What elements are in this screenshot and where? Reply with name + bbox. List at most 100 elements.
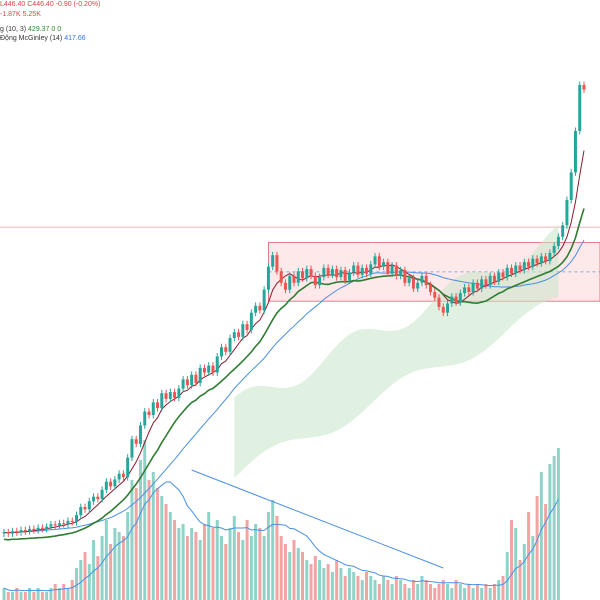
volume-bar bbox=[121, 536, 125, 600]
volume-bar bbox=[32, 592, 36, 600]
volume-bar bbox=[343, 576, 347, 600]
candle bbox=[75, 515, 78, 522]
candle bbox=[382, 262, 386, 267]
candle bbox=[360, 267, 364, 275]
indicator-1-value: 429.37 0 0 bbox=[28, 26, 62, 33]
volume-bar bbox=[147, 480, 151, 600]
volume-bar bbox=[228, 528, 232, 600]
indicator-2-name: Động McGinley (14) bbox=[0, 35, 63, 42]
candle bbox=[582, 85, 586, 90]
candle bbox=[501, 272, 505, 278]
volume-bar bbox=[480, 588, 484, 600]
candle bbox=[416, 282, 420, 289]
candle bbox=[100, 489, 104, 499]
candle bbox=[177, 388, 181, 398]
volume-bar bbox=[365, 572, 368, 600]
volume-bar bbox=[428, 584, 432, 600]
mcginley-line bbox=[3, 239, 585, 534]
volume-bar bbox=[237, 532, 241, 600]
candle bbox=[343, 270, 347, 281]
volume-bar bbox=[181, 524, 185, 600]
candle bbox=[326, 267, 330, 275]
volume-bar bbox=[2, 588, 6, 600]
candle bbox=[539, 256, 543, 264]
candle bbox=[83, 507, 87, 510]
candle bbox=[32, 528, 36, 531]
candle bbox=[518, 265, 522, 271]
volume-bar bbox=[215, 520, 219, 600]
volume-bar bbox=[258, 528, 262, 600]
volume-bar bbox=[386, 580, 390, 600]
volume-bar bbox=[53, 584, 57, 600]
volume-bar bbox=[75, 568, 78, 600]
volume-bar bbox=[83, 552, 87, 600]
candle bbox=[79, 507, 83, 516]
candle bbox=[296, 271, 300, 283]
volume-bar bbox=[441, 580, 445, 600]
volume-bar bbox=[424, 580, 428, 600]
volume-bar bbox=[347, 568, 351, 600]
candle bbox=[428, 285, 432, 292]
volume-bar bbox=[177, 528, 181, 600]
volume-bar bbox=[326, 564, 330, 600]
volume-bar bbox=[62, 584, 66, 600]
candle bbox=[544, 256, 548, 261]
candle bbox=[262, 289, 266, 311]
volume-bar bbox=[241, 540, 245, 600]
candle bbox=[386, 262, 390, 274]
ohlc-readout: L446.40 C446.40 -0.90 (-0.20%) bbox=[0, 1, 101, 8]
indicator-2-legend[interactable]: Động McGinley (14) 417.66 bbox=[0, 34, 86, 43]
candle bbox=[377, 256, 381, 267]
volume-bar bbox=[224, 544, 228, 600]
volume-bar bbox=[211, 528, 215, 600]
candle bbox=[394, 265, 398, 276]
volume-bar bbox=[544, 504, 548, 600]
candle bbox=[552, 246, 556, 253]
volume-bar bbox=[335, 560, 339, 600]
volume-bar bbox=[15, 588, 19, 600]
volume-bar bbox=[420, 576, 424, 600]
candle bbox=[420, 275, 424, 283]
candle bbox=[510, 267, 513, 274]
candle bbox=[335, 269, 339, 278]
candle bbox=[514, 265, 518, 274]
volume-bar bbox=[497, 580, 501, 600]
volume-bar bbox=[151, 472, 155, 600]
candle bbox=[147, 411, 151, 416]
candle bbox=[11, 531, 15, 534]
volume-bar bbox=[160, 496, 164, 600]
candle bbox=[492, 275, 496, 282]
candle bbox=[202, 367, 206, 373]
volume-bar bbox=[87, 564, 91, 600]
candle bbox=[156, 402, 160, 409]
volume-bar bbox=[514, 528, 518, 600]
indicator-1-legend[interactable]: g (10, 3) 429.37 0 0 bbox=[0, 25, 61, 34]
volume-bar bbox=[360, 580, 364, 600]
volume-bar bbox=[288, 552, 292, 600]
volume-bar bbox=[318, 560, 322, 600]
candle bbox=[373, 256, 377, 265]
volume-bar bbox=[249, 536, 253, 600]
volume-bar bbox=[492, 584, 496, 600]
volume-bar bbox=[156, 488, 160, 600]
candle bbox=[301, 271, 305, 279]
volume-bar bbox=[262, 536, 266, 600]
candle bbox=[126, 457, 130, 478]
candle bbox=[245, 324, 249, 330]
candle bbox=[390, 265, 394, 274]
volume-bar bbox=[382, 576, 386, 600]
candle bbox=[339, 270, 343, 278]
candle bbox=[220, 347, 223, 357]
volume-bar bbox=[173, 520, 177, 600]
volume-bar bbox=[484, 584, 488, 600]
volume-bar bbox=[23, 592, 27, 600]
volume-bar bbox=[407, 588, 411, 600]
candle bbox=[190, 374, 194, 386]
volume-bar bbox=[390, 584, 394, 600]
candle bbox=[228, 338, 232, 352]
volume-bar bbox=[275, 516, 279, 600]
candle bbox=[275, 255, 279, 272]
volume-bar bbox=[202, 524, 206, 600]
volume-bar bbox=[279, 536, 283, 600]
